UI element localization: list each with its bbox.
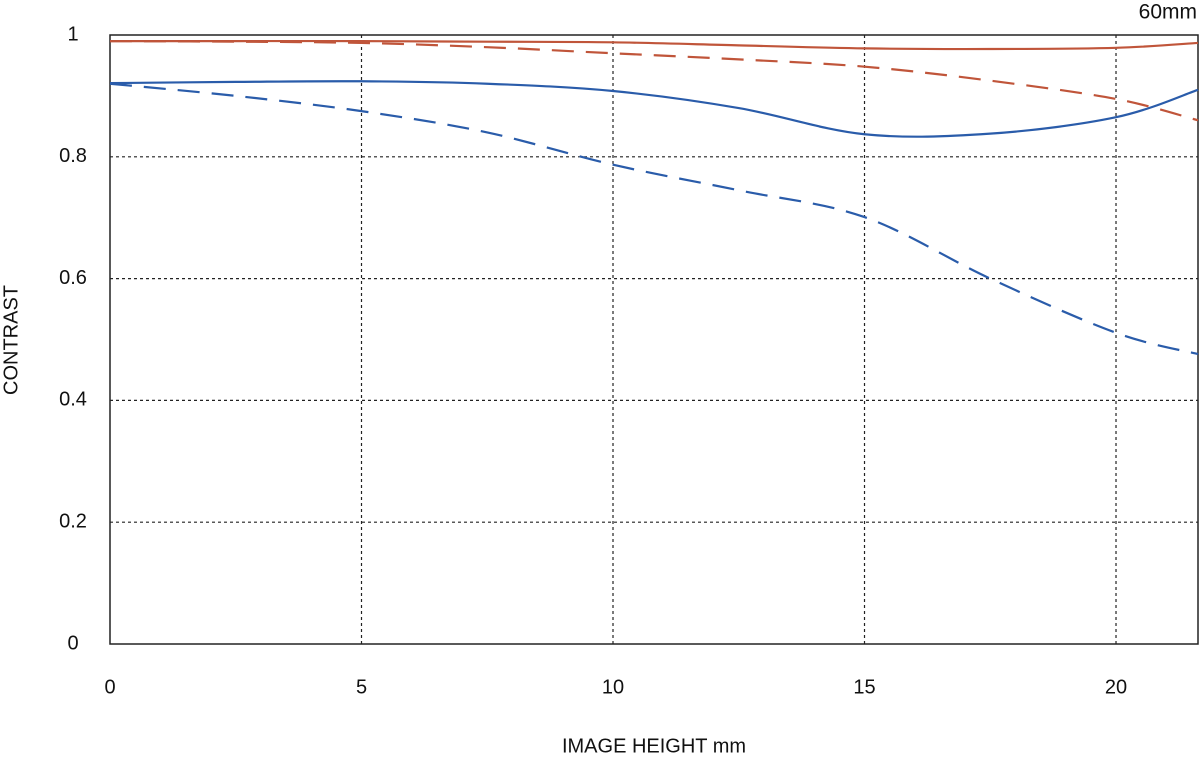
mtf-line	[109, 80, 1199, 138]
y-tick-label: 0.6	[59, 267, 87, 289]
x-axis-label: IMAGE HEIGHT mm	[562, 735, 746, 757]
chart-title: 60mm	[1139, 1, 1197, 24]
lines	[109, 39, 1199, 356]
y-tick-label: 0.4	[59, 389, 87, 411]
mtf-line	[109, 39, 1199, 51]
x-tick-label: 0	[104, 676, 115, 698]
x-tick-label: 20	[1105, 676, 1127, 698]
y-tick-label: 0.8	[59, 145, 87, 167]
y-tick-label: 0.2	[59, 510, 87, 532]
mtf-line	[109, 82, 1199, 356]
y-tick-label: 1	[67, 23, 78, 45]
x-tick-label: 10	[602, 676, 624, 698]
y-tick-label: 0	[67, 632, 78, 654]
mtf-line	[109, 39, 1199, 122]
y-axis-label: CONTRAST	[0, 285, 22, 395]
plot-frame	[109, 34, 1199, 645]
x-tick-label: 5	[356, 676, 367, 698]
grid	[110, 35, 1198, 644]
x-tick-label: 15	[853, 676, 875, 698]
